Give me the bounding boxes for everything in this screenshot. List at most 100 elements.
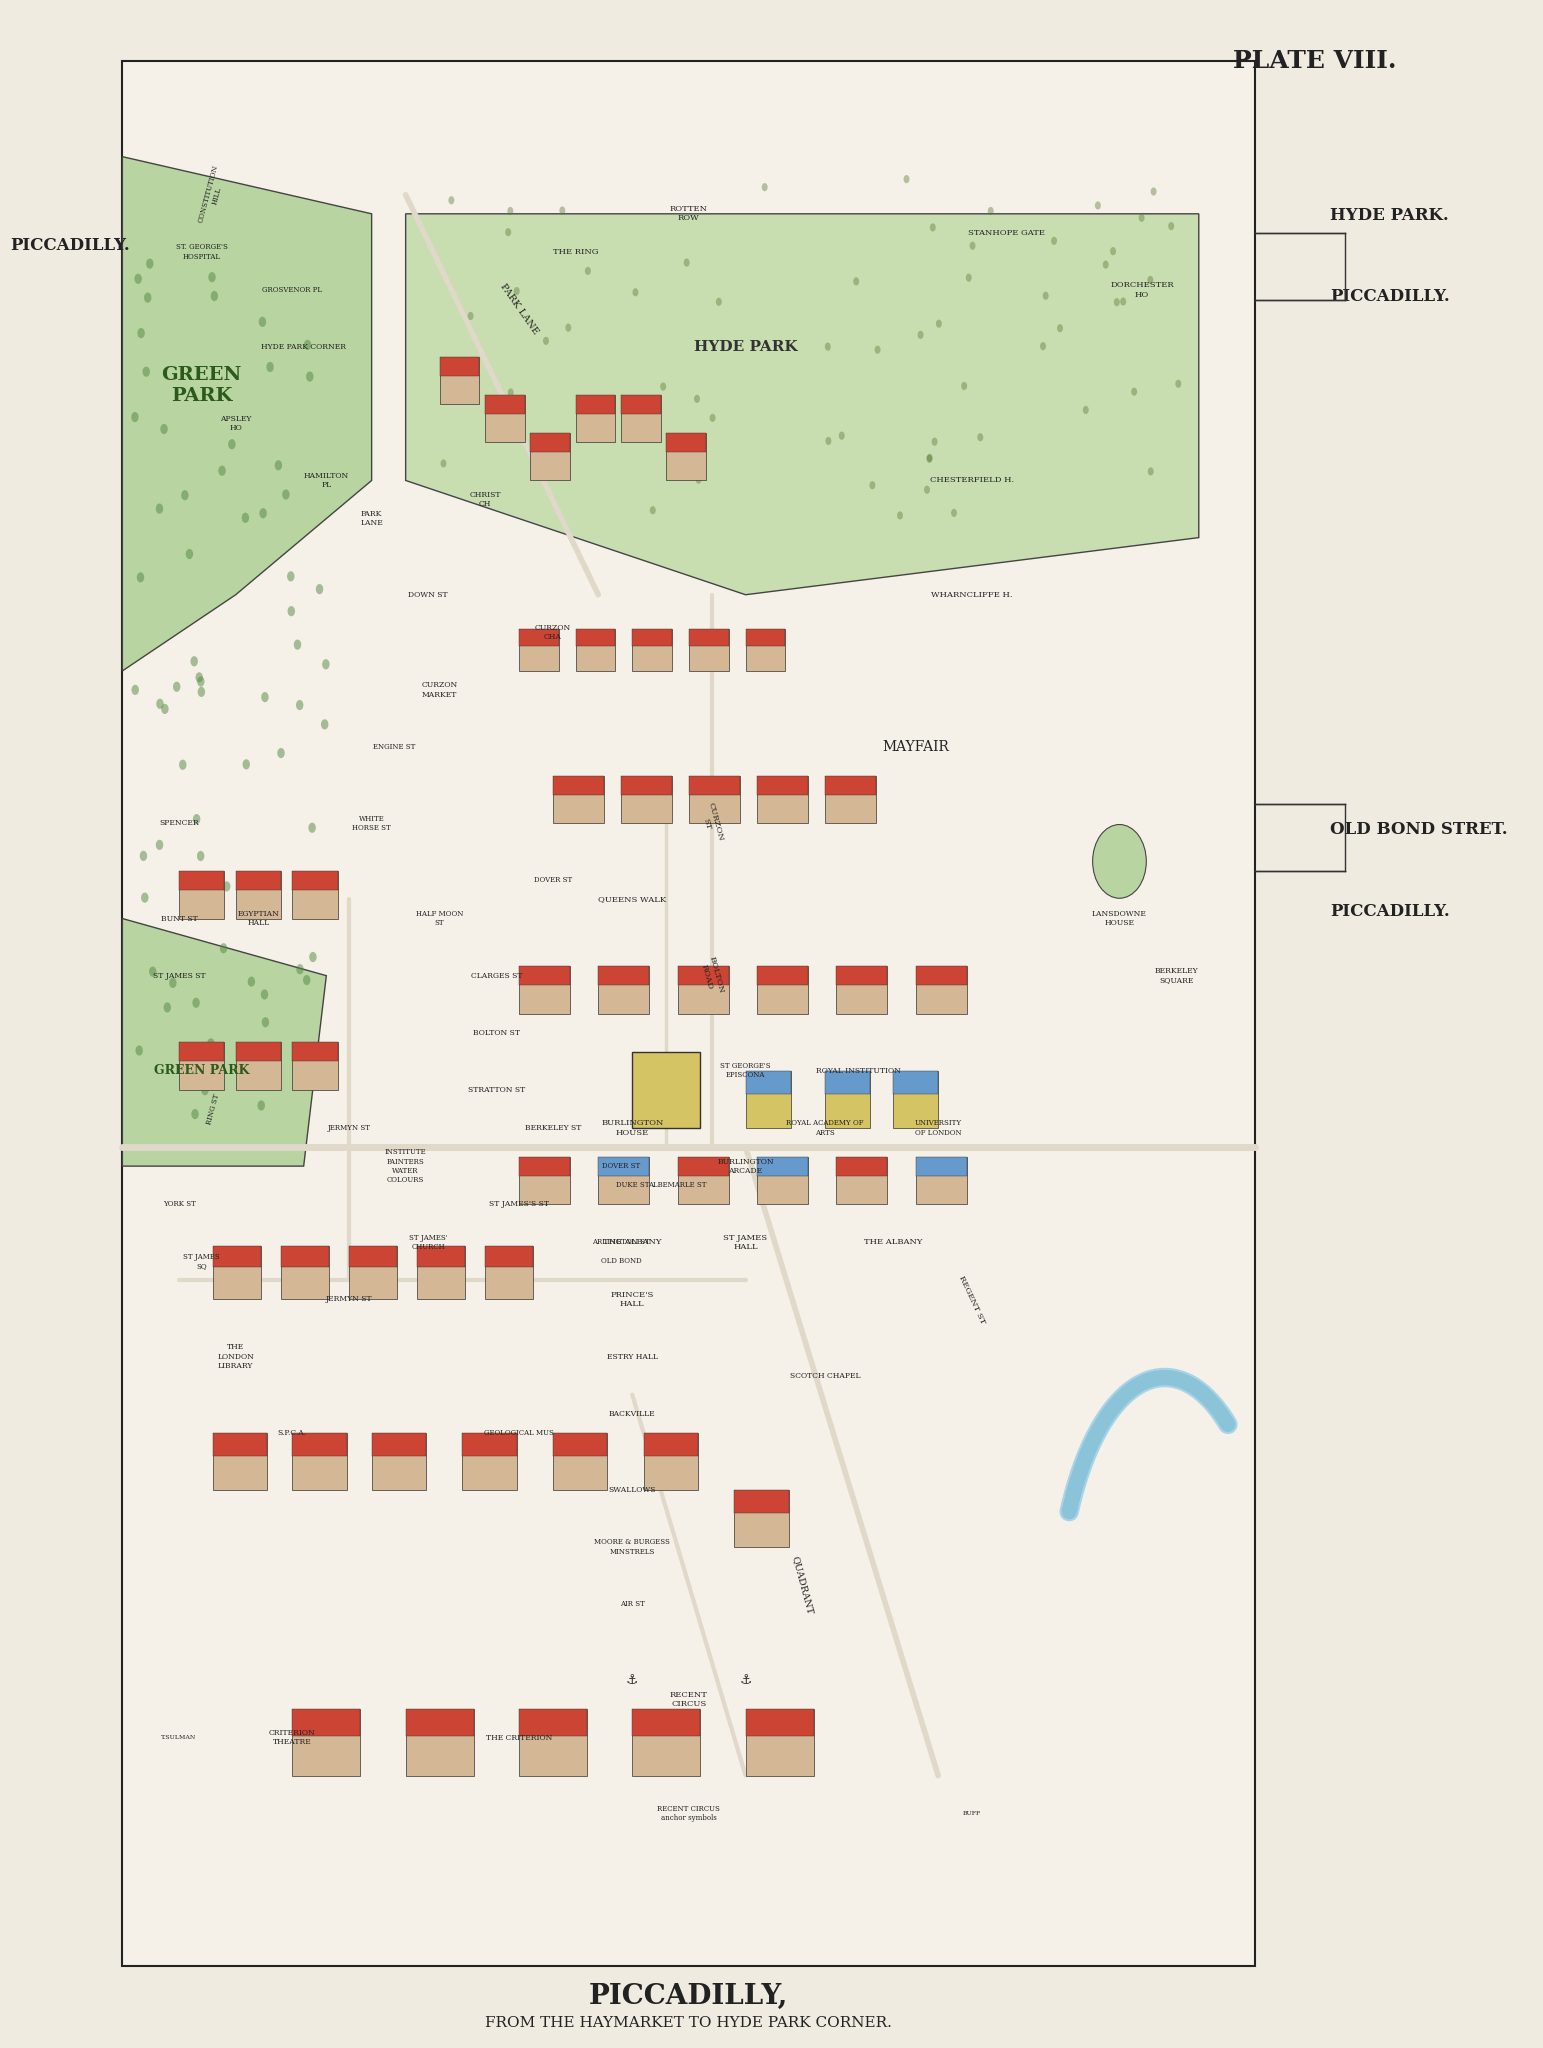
Text: WHARNCLIFFE H.: WHARNCLIFFE H.	[932, 590, 1012, 598]
Bar	[576, 395, 616, 414]
Text: FROM THE HAYMARKET TO HYDE PARK CORNER.: FROM THE HAYMARKET TO HYDE PARK CORNER.	[486, 2017, 892, 2030]
Text: JERMYN ST: JERMYN ST	[326, 1296, 372, 1303]
Bar	[292, 1708, 361, 1776]
Circle shape	[287, 606, 295, 616]
Bar	[440, 356, 480, 375]
Circle shape	[1139, 213, 1145, 221]
Bar	[734, 1491, 788, 1513]
Circle shape	[207, 1038, 214, 1049]
Text: SPENCER: SPENCER	[159, 819, 199, 827]
Circle shape	[137, 571, 143, 582]
Circle shape	[932, 438, 938, 446]
Circle shape	[650, 506, 656, 514]
Text: SCOTCH CHAPEL: SCOTCH CHAPEL	[790, 1372, 859, 1380]
Text: BUFF: BUFF	[963, 1810, 981, 1817]
Text: MAYFAIR: MAYFAIR	[883, 739, 949, 754]
Circle shape	[826, 342, 830, 350]
Text: ALBEMARLE ST: ALBEMARLE ST	[648, 1182, 707, 1190]
Circle shape	[1148, 276, 1153, 285]
Text: GREEN PARK: GREEN PARK	[154, 1065, 250, 1077]
Bar	[372, 1434, 426, 1491]
Bar	[349, 1245, 397, 1300]
Bar	[915, 1157, 966, 1176]
Text: ROTTEN
ROW: ROTTEN ROW	[670, 205, 708, 223]
Bar	[518, 1157, 569, 1176]
Bar	[667, 432, 705, 481]
Bar	[758, 967, 809, 985]
Circle shape	[988, 207, 994, 215]
Circle shape	[306, 371, 313, 381]
Bar	[531, 432, 569, 453]
Text: PICCADILLY,: PICCADILLY,	[589, 1982, 788, 2011]
Text: ST JAMES
SQ: ST JAMES SQ	[184, 1253, 221, 1270]
Bar	[292, 1434, 347, 1456]
Bar	[688, 776, 741, 795]
Bar	[688, 629, 728, 672]
Bar	[758, 967, 809, 1014]
Bar	[552, 776, 603, 795]
Circle shape	[1040, 342, 1046, 350]
Circle shape	[199, 1042, 205, 1053]
Text: CLARGES ST: CLARGES ST	[471, 971, 522, 979]
Bar	[485, 395, 525, 442]
Polygon shape	[122, 158, 372, 672]
Circle shape	[278, 748, 285, 758]
Circle shape	[213, 899, 221, 909]
Circle shape	[196, 1055, 204, 1065]
Bar	[440, 356, 480, 403]
Circle shape	[508, 207, 514, 215]
Circle shape	[193, 813, 201, 823]
Circle shape	[762, 182, 768, 190]
Circle shape	[131, 412, 139, 422]
Text: MOORE & BURGESS
MINSTRELS: MOORE & BURGESS MINSTRELS	[594, 1538, 670, 1556]
Bar	[745, 1071, 792, 1128]
Circle shape	[143, 293, 151, 303]
Text: HALF MOON
ST: HALF MOON ST	[417, 909, 463, 928]
Circle shape	[238, 872, 244, 883]
Text: DORCHESTER
HO: DORCHESTER HO	[1111, 281, 1174, 299]
Text: DOVER ST: DOVER ST	[534, 877, 572, 885]
Circle shape	[261, 989, 268, 999]
Circle shape	[696, 475, 702, 483]
Circle shape	[937, 319, 941, 328]
Bar	[836, 967, 887, 985]
Circle shape	[164, 1001, 171, 1012]
Circle shape	[321, 719, 329, 729]
Text: CURZON
MARKET: CURZON MARKET	[421, 682, 458, 698]
Text: PRINCE'S
HALL: PRINCE'S HALL	[611, 1290, 654, 1309]
Text: ⚓: ⚓	[739, 1673, 751, 1688]
Circle shape	[170, 977, 176, 987]
Circle shape	[160, 705, 168, 715]
Circle shape	[637, 430, 643, 438]
Text: HYDE PARK CORNER: HYDE PARK CORNER	[261, 344, 346, 350]
Text: JERMYN ST: JERMYN ST	[327, 1124, 370, 1133]
Bar	[745, 1071, 792, 1094]
Text: THE CRITERION: THE CRITERION	[486, 1733, 552, 1741]
Text: RING ST: RING ST	[205, 1094, 221, 1124]
Bar	[213, 1434, 267, 1456]
Text: BURLINGTON
HOUSE: BURLINGTON HOUSE	[602, 1120, 663, 1137]
Circle shape	[137, 328, 145, 338]
Circle shape	[198, 676, 205, 686]
Text: ARLINGTON ST: ARLINGTON ST	[593, 1239, 650, 1247]
Bar	[179, 870, 224, 918]
Bar	[745, 629, 785, 672]
Circle shape	[716, 297, 722, 305]
Circle shape	[508, 389, 514, 397]
Text: ⚓: ⚓	[626, 1673, 639, 1688]
Circle shape	[1092, 825, 1146, 899]
Circle shape	[1103, 260, 1109, 268]
Text: CONSTITUTION
HILL: CONSTITUTION HILL	[198, 164, 228, 225]
Circle shape	[140, 893, 148, 903]
Bar	[688, 776, 741, 823]
Bar	[620, 395, 660, 442]
Bar	[599, 1157, 650, 1204]
Circle shape	[896, 512, 903, 520]
Circle shape	[228, 438, 236, 449]
Bar	[599, 1157, 650, 1176]
Bar	[633, 629, 671, 645]
Bar	[745, 1708, 813, 1735]
Bar	[463, 1434, 517, 1491]
Circle shape	[219, 944, 227, 954]
Text: STANHOPE GATE: STANHOPE GATE	[967, 229, 1045, 238]
